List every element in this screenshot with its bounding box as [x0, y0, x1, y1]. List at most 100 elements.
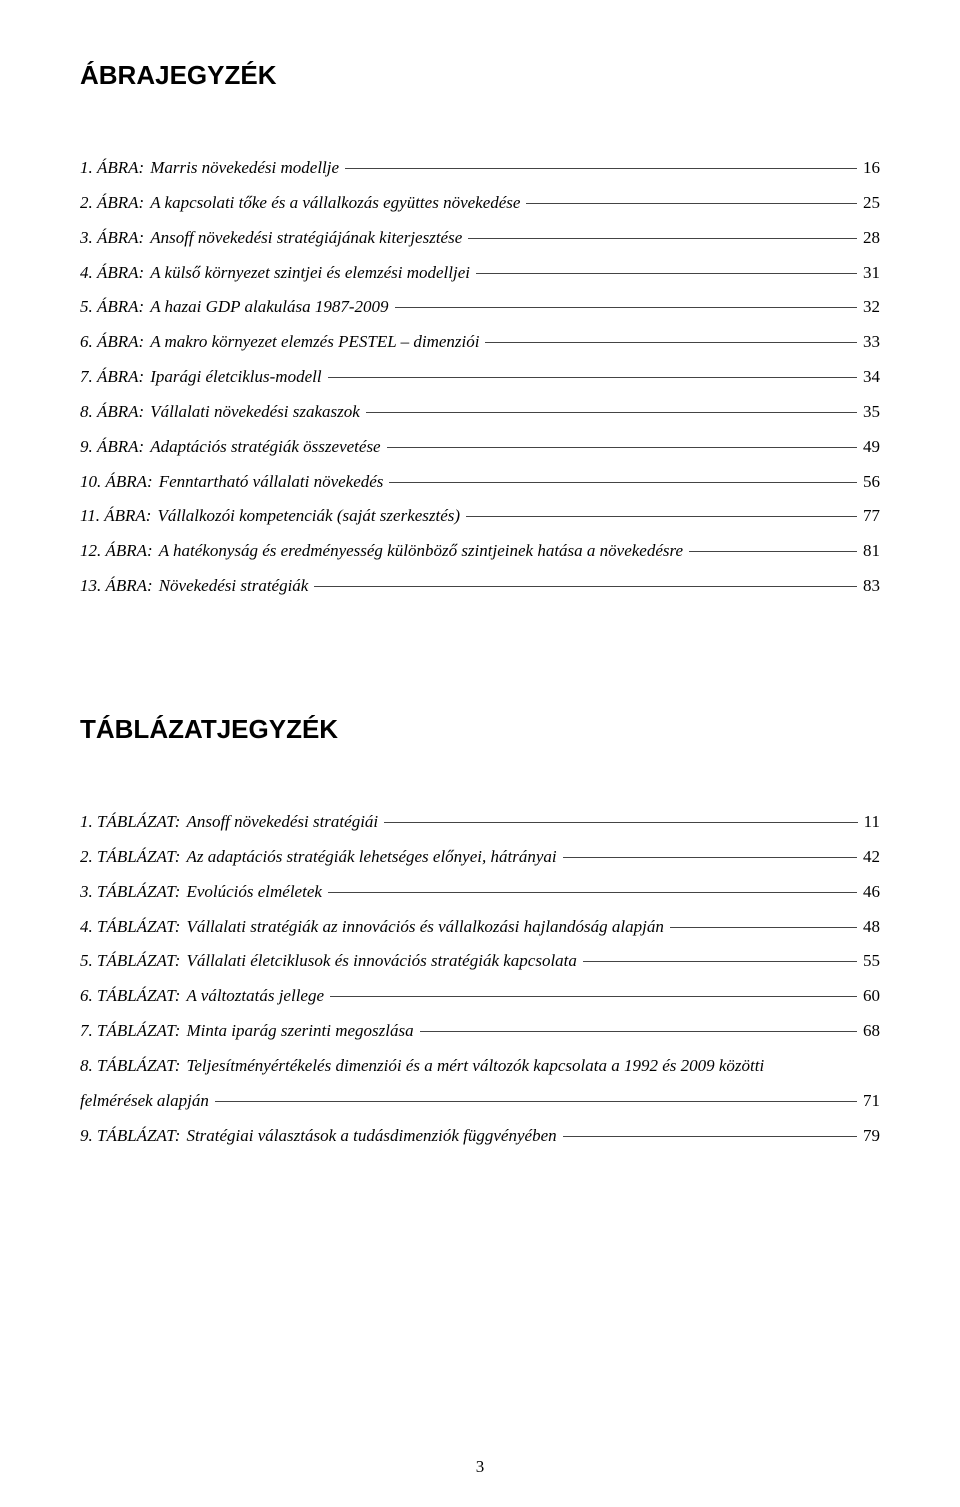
table-entry: 6. TÁBLÁZAT:A változtatás jellege60: [80, 979, 880, 1014]
figure-label: 6. ÁBRA:: [80, 325, 150, 360]
table-label: 1. TÁBLÁZAT:: [80, 805, 186, 840]
leader-line: [583, 961, 857, 962]
table-entry-wrapped: 8. TÁBLÁZAT:Teljesítményértékelés dimenz…: [80, 1049, 880, 1119]
figure-page: 34: [859, 360, 880, 395]
table-label: 8. TÁBLÁZAT:: [80, 1049, 186, 1084]
figure-description: A külső környezet szintjei és elemzési m…: [150, 256, 474, 291]
table-entry-line1: 8. TÁBLÁZAT:Teljesítményértékelés dimenz…: [80, 1049, 880, 1084]
figure-label: 13. ÁBRA:: [80, 569, 159, 604]
table-label: 6. TÁBLÁZAT:: [80, 979, 186, 1014]
figure-page: 49: [859, 430, 880, 465]
leader-line: [314, 586, 857, 587]
table-description: Ansoff növekedési stratégiái: [186, 805, 382, 840]
table-label: 3. TÁBLÁZAT:: [80, 875, 186, 910]
figure-description: A hatékonyság és eredményesség különböző…: [159, 534, 687, 569]
figure-description: A hazai GDP alakulása 1987-2009: [150, 290, 392, 325]
leader-line: [563, 1136, 857, 1137]
leader-line: [466, 516, 857, 517]
table-entry: 4. TÁBLÁZAT:Vállalati stratégiák az inno…: [80, 910, 880, 945]
table-page: 48: [859, 910, 880, 945]
table-label: 4. TÁBLÁZAT:: [80, 910, 186, 945]
figure-entry: 7. ÁBRA:Iparági életciklus-modell 34: [80, 360, 880, 395]
figure-entry: 9. ÁBRA:Adaptációs stratégiák összevetés…: [80, 430, 880, 465]
leader-line: [345, 168, 857, 169]
figure-page: 81: [859, 534, 880, 569]
table-description: A változtatás jellege: [186, 979, 328, 1014]
figure-label: 3. ÁBRA:: [80, 221, 150, 256]
figure-entry: 1. ÁBRA:Marris növekedési modellje16: [80, 151, 880, 186]
table-page: 68: [859, 1014, 880, 1049]
tables-list: 1. TÁBLÁZAT:Ansoff növekedési stratégiái…: [80, 805, 880, 1153]
figure-page: 25: [859, 186, 880, 221]
tables-heading: TÁBLÁZATJEGYZÉK: [80, 714, 880, 745]
figure-description: Iparági életciklus-modell: [150, 360, 325, 395]
figure-label: 7. ÁBRA:: [80, 360, 150, 395]
figure-label: 1. ÁBRA:: [80, 151, 150, 186]
leader-line: [328, 377, 857, 378]
figure-entry: 11. ÁBRA:Vállalkozói kompetenciák (saját…: [80, 499, 880, 534]
figure-page: 56: [859, 465, 880, 500]
leader-line: [330, 996, 857, 997]
figures-list: 1. ÁBRA:Marris növekedési modellje162. Á…: [80, 151, 880, 604]
figure-description: Vállalkozói kompetenciák (saját szerkesz…: [157, 499, 464, 534]
figure-label: 11. ÁBRA:: [80, 499, 157, 534]
figure-description: A kapcsolati tőke és a vállalkozás együt…: [150, 186, 524, 221]
figure-page: 33: [859, 325, 880, 360]
table-entry: 3. TÁBLÁZAT:Evolúciós elméletek 46: [80, 875, 880, 910]
table-description: Vállalati stratégiák az innovációs és vá…: [186, 910, 667, 945]
table-description: Vállalati életciklusok és innovációs str…: [186, 944, 580, 979]
figure-page: 32: [859, 290, 880, 325]
figure-label: 2. ÁBRA:: [80, 186, 150, 221]
figure-entry: 13. ÁBRA:Növekedési stratégiák 83: [80, 569, 880, 604]
table-page: 55: [859, 944, 880, 979]
figure-entry: 10. ÁBRA:Fenntartható vállalati növekedé…: [80, 465, 880, 500]
table-description: Minta iparág szerinti megoszlása: [186, 1014, 417, 1049]
page-number: 3: [0, 1457, 960, 1477]
figure-page: 31: [859, 256, 880, 291]
figure-label: 5. ÁBRA:: [80, 290, 150, 325]
figure-page: 28: [859, 221, 880, 256]
table-description: Stratégiai választások a tudásdimenziók …: [186, 1119, 560, 1154]
table-page: 46: [859, 875, 880, 910]
figure-description: Fenntartható vállalati növekedés: [159, 465, 388, 500]
leader-line: [395, 307, 857, 308]
figure-page: 77: [859, 499, 880, 534]
figure-description: Adaptációs stratégiák összevetése: [150, 430, 384, 465]
figures-heading: ÁBRAJEGYZÉK: [80, 60, 880, 91]
table-page: 71: [859, 1084, 880, 1119]
figure-description: Növekedési stratégiák: [159, 569, 313, 604]
figure-page: 83: [859, 569, 880, 604]
leader-line: [526, 203, 857, 204]
table-entry: 7. TÁBLÁZAT:Minta iparág szerinti megosz…: [80, 1014, 880, 1049]
table-entry: 2. TÁBLÁZAT:Az adaptációs stratégiák leh…: [80, 840, 880, 875]
leader-line: [468, 238, 857, 239]
figure-entry: 6. ÁBRA:A makro környezet elemzés PESTEL…: [80, 325, 880, 360]
leader-line: [689, 551, 857, 552]
leader-line: [215, 1101, 857, 1102]
figure-entry: 5. ÁBRA:A hazai GDP alakulása 1987-2009 3…: [80, 290, 880, 325]
leader-line: [389, 482, 857, 483]
figure-entry: 3. ÁBRA:Ansoff növekedési stratégiájának…: [80, 221, 880, 256]
table-entry: 5. TÁBLÁZAT:Vállalati életciklusok és in…: [80, 944, 880, 979]
table-description-part1: Teljesítményértékelés dimenziói és a mér…: [186, 1049, 764, 1084]
figure-description: Marris növekedési modellje: [150, 151, 343, 186]
table-label: 2. TÁBLÁZAT:: [80, 840, 186, 875]
figure-entry: 4. ÁBRA:A külső környezet szintjei és el…: [80, 256, 880, 291]
figure-label: 12. ÁBRA:: [80, 534, 159, 569]
figure-label: 10. ÁBRA:: [80, 465, 159, 500]
table-description: Evolúciós elméletek: [186, 875, 325, 910]
leader-line: [366, 412, 857, 413]
leader-line: [563, 857, 857, 858]
figure-label: 9. ÁBRA:: [80, 430, 150, 465]
leader-line: [328, 892, 857, 893]
leader-line: [476, 273, 857, 274]
table-page: 42: [859, 840, 880, 875]
document-page: ÁBRAJEGYZÉK 1. ÁBRA:Marris növekedési mo…: [0, 0, 960, 1507]
table-description: Az adaptációs stratégiák lehetséges előn…: [186, 840, 560, 875]
table-entry-line2: felmérések alapján71: [80, 1084, 880, 1119]
figure-label: 4. ÁBRA:: [80, 256, 150, 291]
leader-line: [485, 342, 857, 343]
table-entry: 9. TÁBLÁZAT:Stratégiai választások a tud…: [80, 1119, 880, 1154]
table-label: 9. TÁBLÁZAT:: [80, 1119, 186, 1154]
figure-description: Ansoff növekedési stratégiájának kiterje…: [150, 221, 466, 256]
